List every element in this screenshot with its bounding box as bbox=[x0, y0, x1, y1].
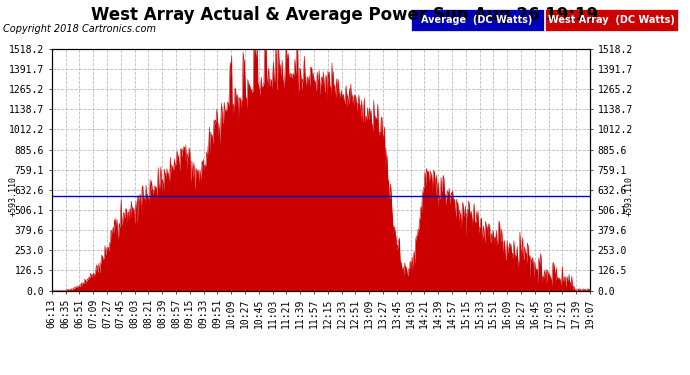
Text: West Array  (DC Watts): West Array (DC Watts) bbox=[549, 15, 675, 25]
Text: +593.110: +593.110 bbox=[8, 176, 17, 216]
Text: +593.110: +593.110 bbox=[624, 176, 633, 216]
Text: Average  (DC Watts): Average (DC Watts) bbox=[422, 15, 533, 25]
Text: Copyright 2018 Cartronics.com: Copyright 2018 Cartronics.com bbox=[3, 24, 157, 34]
Text: West Array Actual & Average Power Sun Aug 26 19:19: West Array Actual & Average Power Sun Au… bbox=[92, 6, 598, 24]
